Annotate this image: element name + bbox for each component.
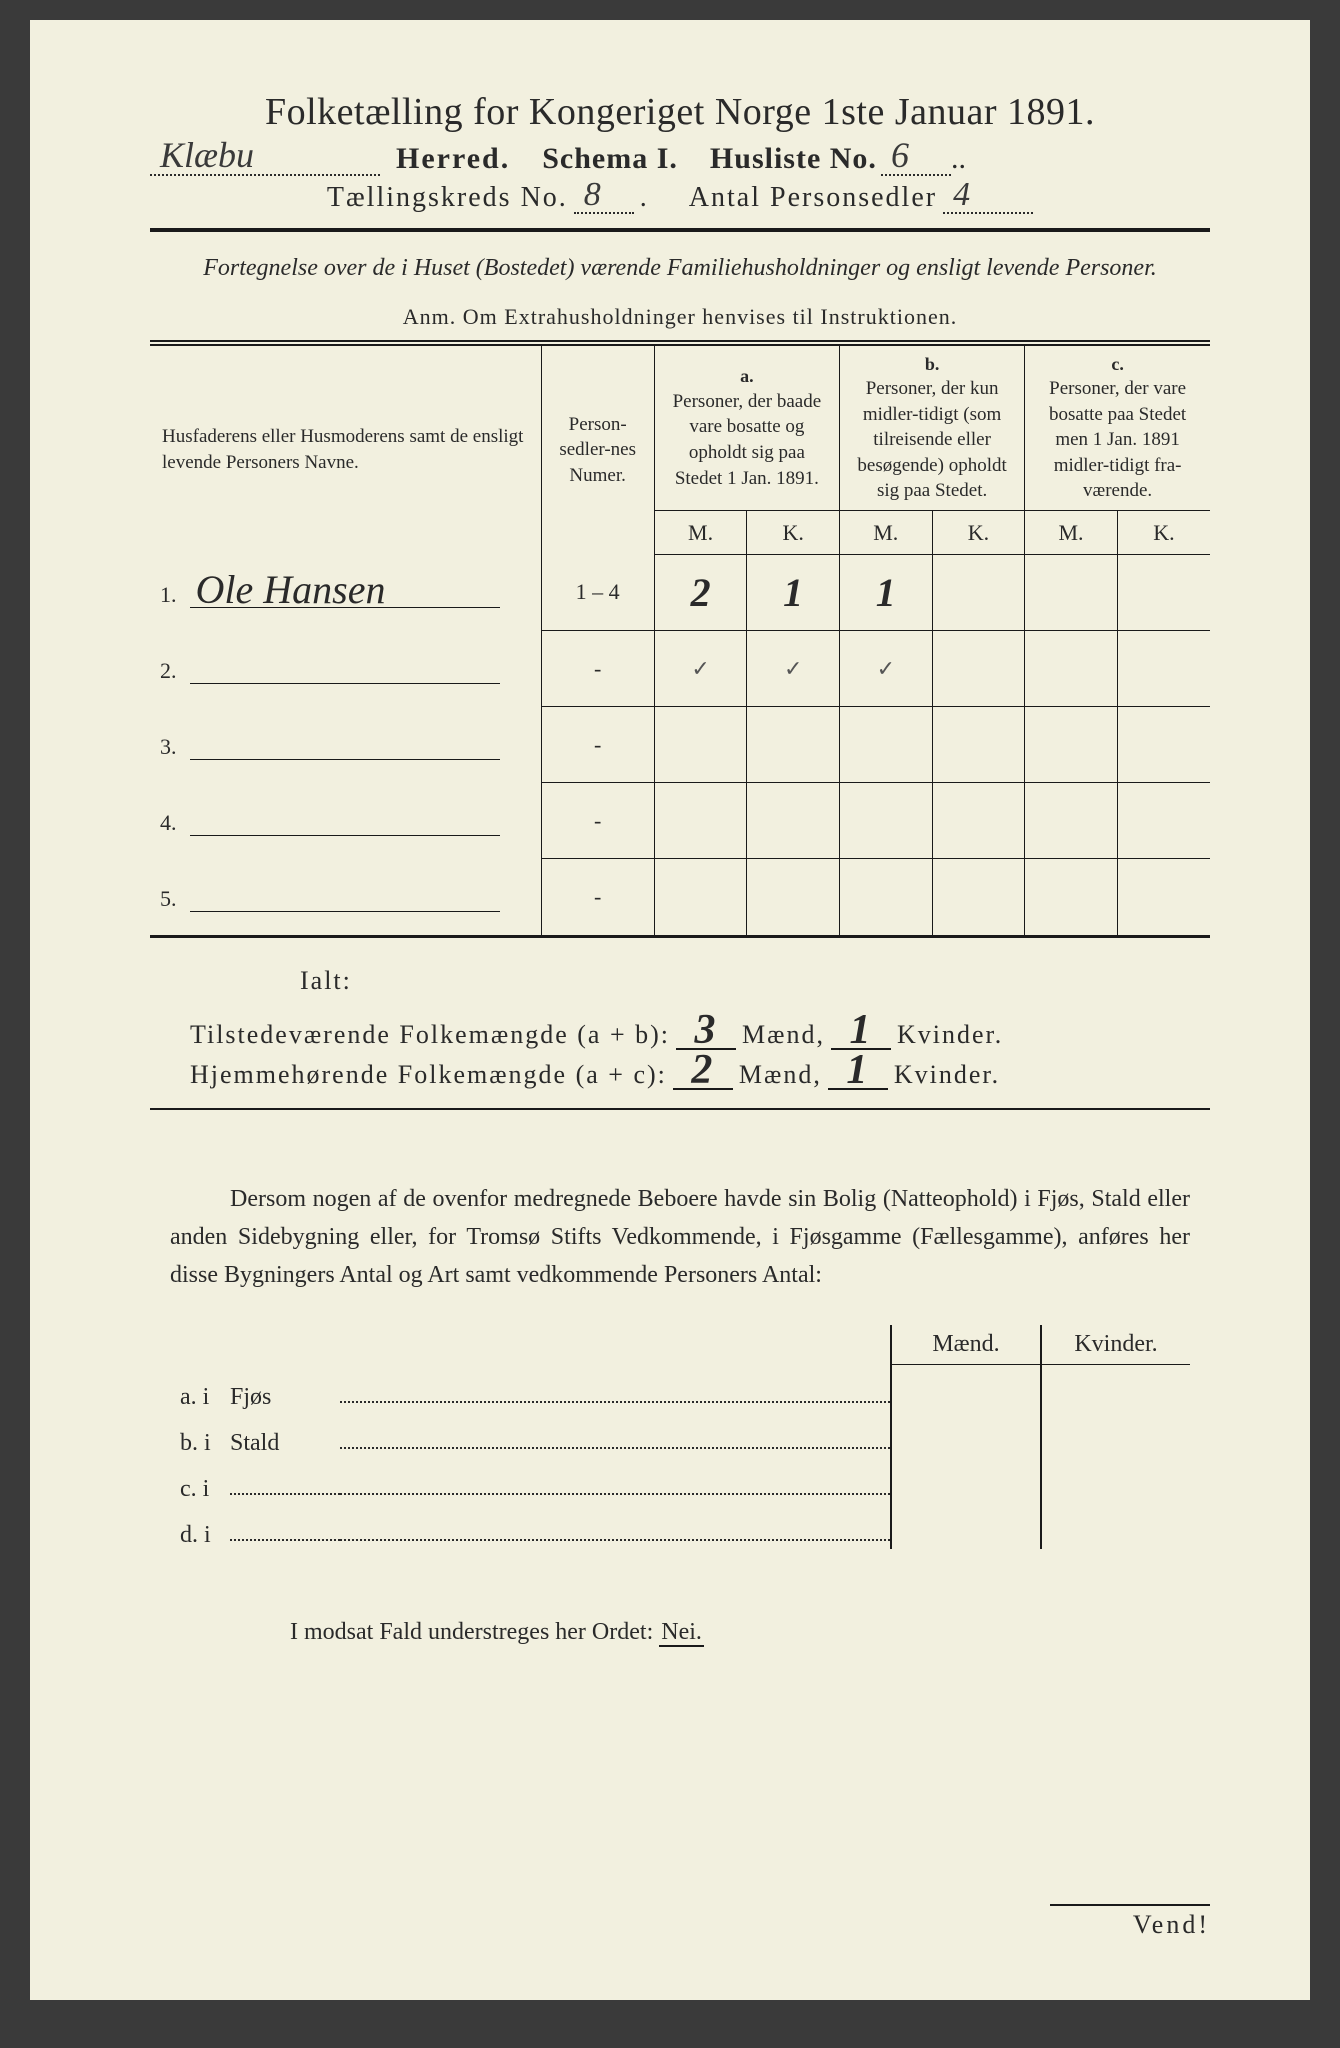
page-title: Folketælling for Kongeriget Norge 1ste J… — [150, 90, 1210, 134]
building-block: a. i Fjøs b. i Stald c. i d. i — [170, 1325, 1190, 1549]
name-field — [190, 654, 500, 684]
col-a-header: a. Personer, der baade vare bosatte og o… — [654, 346, 839, 511]
header-row-1: Klæbu Herred. Schema I. Husliste No. 6 .… — [150, 142, 1210, 176]
name-field — [190, 806, 500, 836]
a-m: M. — [654, 511, 747, 555]
table-row: 5. - — [150, 859, 1210, 935]
kreds-value: 8 — [584, 176, 603, 214]
herred-label: Herred. — [396, 142, 510, 176]
table-row: 3. - — [150, 707, 1210, 783]
husliste-value: 6 — [891, 134, 909, 176]
table-row: 1. Ole Hansen 1 – 4 2 1 1 — [150, 555, 1210, 631]
personsedler-label: Antal Personsedler — [689, 182, 937, 214]
table-row: 2. - ✓ ✓ ✓ — [150, 631, 1210, 707]
husliste-field: 6 — [881, 146, 951, 176]
kreds-label: Tællingskreds No. — [327, 182, 568, 214]
census-form-page: Folketælling for Kongeriget Norge 1ste J… — [30, 20, 1310, 2000]
building-row: d. i — [170, 1503, 890, 1549]
table-header-row: Husfaderens eller Husmoderens samt de en… — [150, 346, 1210, 511]
nei-line: I modsat Fald understreges her Ordet: Ne… — [290, 1619, 1210, 1646]
table-end-rule — [150, 935, 1210, 938]
b-m: M. — [839, 511, 932, 555]
husliste-label: Husliste No. — [710, 142, 877, 176]
building-maend-col: Mænd. — [892, 1325, 1042, 1549]
c-k: K. — [1117, 511, 1210, 555]
schema-label: Schema I. — [542, 142, 678, 176]
personsedler-value: 4 — [953, 176, 972, 214]
building-kvinder-col: Kvinder. — [1042, 1325, 1190, 1549]
col-num-header: Person-sedler-nes Numer. — [541, 346, 654, 555]
name-field — [190, 882, 500, 912]
building-mk-cols: Mænd. Kvinder. — [890, 1325, 1190, 1549]
name-field — [190, 730, 500, 760]
total-resident: Hjemmehørende Folkemængde (a + c): 2 Mæn… — [190, 1060, 1210, 1090]
building-row: c. i — [170, 1457, 890, 1503]
herred-value: Klæbu — [160, 134, 254, 176]
nei-word: Nei. — [659, 1619, 704, 1647]
col-b-header: b. Personer, der kun midler-tidigt (som … — [839, 346, 1024, 511]
col-c-header: c. Personer, der vare bosatte paa Stedet… — [1025, 346, 1210, 511]
ialt-label: Ialt: — [300, 966, 1210, 996]
rule-2 — [150, 1108, 1210, 1110]
b-k: K. — [932, 511, 1025, 555]
a-k: K. — [747, 511, 840, 555]
name-field: Ole Hansen — [190, 578, 500, 608]
building-row: b. i Stald — [170, 1411, 890, 1457]
personsedler-field: 4 — [943, 184, 1033, 214]
building-list: a. i Fjøs b. i Stald c. i d. i — [170, 1325, 890, 1549]
herred-field: Klæbu — [150, 146, 380, 176]
subtitle: Fortegnelse over de i Huset (Bostedet) v… — [150, 252, 1210, 286]
col-name-header: Husfaderens eller Husmoderens samt de en… — [150, 346, 541, 555]
rule-1 — [150, 228, 1210, 232]
header-row-2: Tællingskreds No. 8 . Antal Personsedler… — [150, 182, 1210, 214]
table-row: 4. - — [150, 783, 1210, 859]
building-row: a. i Fjøs — [170, 1365, 890, 1411]
vend-label: Vend! — [1050, 1904, 1210, 1940]
kreds-field: 8 — [574, 184, 634, 214]
census-table: Husfaderens eller Husmoderens samt de en… — [150, 346, 1210, 935]
c-m: M. — [1025, 511, 1118, 555]
anm-note: Anm. Om Extrahusholdninger henvises til … — [150, 304, 1210, 330]
building-paragraph: Dersom nogen af de ovenfor medregnede Be… — [170, 1180, 1190, 1295]
